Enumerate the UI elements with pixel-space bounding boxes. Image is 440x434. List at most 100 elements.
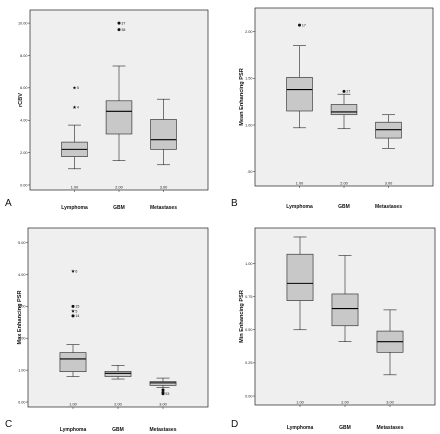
category-label: Lymphoma <box>60 427 87 433</box>
category-label: Metastases <box>377 425 404 431</box>
y-tick-label: 0.00 <box>20 183 27 187</box>
outlier-label: 6 <box>75 269 77 273</box>
box-lymphoma <box>61 124 88 170</box>
box-lymphoma <box>286 45 313 129</box>
outlier-label: 15 <box>75 305 79 309</box>
box-gbm <box>330 93 358 130</box>
iqr-box <box>286 253 314 301</box>
iqr-box <box>105 100 133 135</box>
iqr-box <box>331 293 359 327</box>
outlier-point <box>298 23 301 27</box>
panel-d: 0.00 0.25 0.50 0.75 1.00 Min Enhancing PSR 1.0… <box>231 227 436 431</box>
category-label: Metastases <box>150 205 177 211</box>
outlier-label: 14 <box>75 314 79 318</box>
outlier-label: 27 <box>346 90 350 94</box>
panel-a: 0.00 2.00 4.00 6.00 8.00 10.00 rCBV 1.00 Lymphom… <box>5 9 209 211</box>
outlier-point <box>161 392 165 396</box>
x-tick-label: 1.00 <box>296 401 303 405</box>
y-tick-label: 2.00 <box>20 151 27 155</box>
outlier-label: 5 <box>77 86 79 90</box>
outlier-star <box>72 105 77 109</box>
box-metastases <box>376 309 404 376</box>
x-tick-label: 2.00 <box>114 403 121 407</box>
iqr-box <box>330 104 358 116</box>
y-tick-label: 1.00 <box>18 368 25 372</box>
x-tick-label: 2.00 <box>341 401 348 405</box>
x-tick-label: 2.00 <box>340 182 347 186</box>
outlier-point <box>71 304 75 308</box>
outlier-point <box>117 21 121 25</box>
panel-letter: D <box>231 419 238 430</box>
category-label: GBM <box>339 425 351 431</box>
category-label: Lymphoma <box>61 205 88 211</box>
y-tick-label: 10.00 <box>18 21 28 25</box>
outlier-star <box>71 269 75 273</box>
iqr-box <box>59 352 87 373</box>
category-label: GBM <box>113 205 125 211</box>
y-tick-label: 4.00 <box>18 273 25 277</box>
y-tick-label: 1.00 <box>245 123 252 127</box>
x-tick-label: 1.00 <box>69 403 76 407</box>
box-metastases <box>375 114 402 149</box>
y-tick-label: 3.00 <box>18 305 25 309</box>
category-label: Metastases <box>150 427 177 433</box>
outlier-point <box>342 89 346 93</box>
x-tick-label: 3.00 <box>385 182 392 186</box>
x-tick-label: 1.00 <box>296 182 303 186</box>
panel-letter: C <box>5 419 12 430</box>
y-axis-title: Min Enhancing PSR <box>239 290 245 343</box>
category-label: Metastases <box>375 204 402 210</box>
y-tick-label: 1.50 <box>245 77 252 81</box>
category-label: Lymphoma <box>286 204 313 210</box>
y-axis-title: rCBV <box>18 93 24 107</box>
x-tick-label: 1.00 <box>71 186 78 190</box>
box-gbm <box>105 65 133 162</box>
box-gbm <box>104 365 132 380</box>
iqr-box <box>286 77 313 112</box>
y-tick-label: 1.00 <box>245 262 252 266</box>
category-label: GBM <box>112 427 124 433</box>
iqr-box <box>104 371 132 377</box>
outlier-label: 37 <box>121 21 125 25</box>
y-tick-label: 6.00 <box>20 86 27 90</box>
y-tick-label: 0.00 <box>245 394 252 398</box>
panel-letter: B <box>231 198 238 209</box>
outlier-label: 38 <box>121 28 125 32</box>
panel-letter: A <box>5 198 12 209</box>
y-tick-label: 0.25 <box>245 361 252 365</box>
y-tick-label: 0.75 <box>245 295 252 299</box>
y-tick-label: 0.50 <box>245 328 252 332</box>
outlier-label: 4 <box>77 105 79 109</box>
y-tick-label: 8.00 <box>20 54 27 58</box>
y-tick-label: 2.00 <box>18 337 25 341</box>
category-label: GBM <box>338 204 350 210</box>
iqr-box <box>150 119 177 150</box>
outlier-point <box>117 28 121 32</box>
category-label: Lymphoma <box>287 425 314 431</box>
y-tick-label: 5.00 <box>18 241 25 245</box>
outlier-point <box>161 388 165 392</box>
x-tick-label: 3.00 <box>160 186 167 190</box>
iqr-box <box>149 381 177 386</box>
box-gbm <box>331 255 359 342</box>
outlier-point <box>71 314 75 318</box>
outlier-label: 53 <box>165 392 169 396</box>
y-tick-label: 4.00 <box>20 119 27 123</box>
box-lymphoma <box>59 344 87 377</box>
panel-c: 0.00 1.00 2.00 3.00 4.00 5.00 Max Enhancing PS… <box>5 227 209 433</box>
x-tick-label: 3.00 <box>386 401 393 405</box>
x-tick-label: 2.00 <box>115 186 122 190</box>
box-metastases <box>149 377 177 388</box>
y-tick-label: .50 <box>247 170 252 174</box>
y-axis-title: Max Enhancing PSR <box>17 290 23 344</box>
outlier-star <box>71 309 75 313</box>
outlier-label: 5 <box>75 309 77 313</box>
outlier-star <box>72 85 77 90</box>
box-lymphoma <box>286 236 314 331</box>
y-axis-title: Mean Enhancing PSR <box>239 68 245 126</box>
plot-area <box>27 227 209 408</box>
outlier-label: 17 <box>302 23 306 27</box>
y-tick-label: 0.00 <box>18 400 25 404</box>
